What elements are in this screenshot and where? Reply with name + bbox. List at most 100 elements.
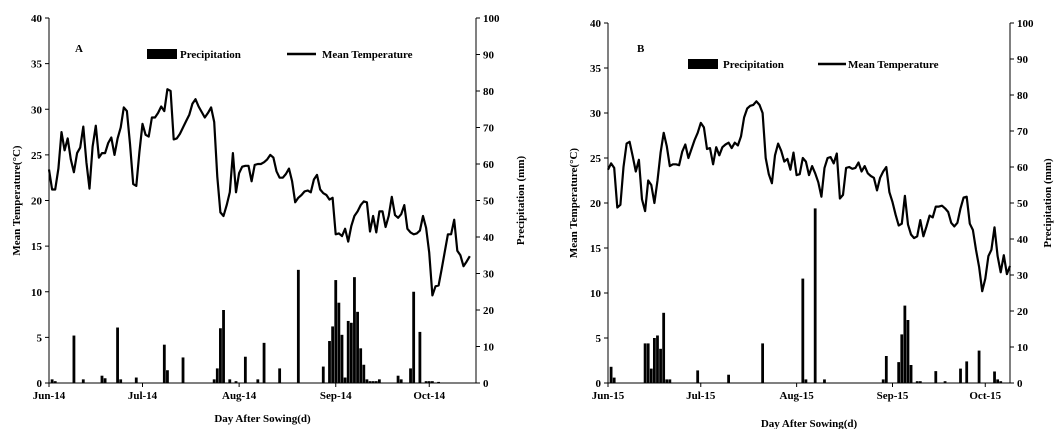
y-left-axis-title: Mean Temperature(°C) (11, 145, 23, 256)
y-right-tick-label: 90 (483, 50, 495, 62)
precipitation-bar (296, 269, 300, 383)
precipitation-bar (437, 381, 441, 383)
precipitation-bar (909, 365, 913, 383)
precipitation-bar (959, 368, 962, 383)
x-tick-label: Sep-15 (877, 390, 909, 402)
precipitation-bar (374, 381, 378, 383)
y-left-tick-label: 20 (31, 196, 43, 208)
y-right-axis-title: Precipitation (mm) (515, 156, 527, 246)
precipitation-bar (340, 334, 344, 383)
y-left-tick-label: 30 (590, 108, 602, 120)
y-right-tick-label: 0 (1017, 378, 1023, 390)
y-left-tick-label: 15 (31, 241, 43, 253)
precipitation-bar (761, 343, 765, 383)
precipitation-bar (50, 379, 54, 383)
precipitation-bar (228, 379, 232, 383)
x-tick-label: Jul-15 (686, 390, 716, 402)
panel-letter: A (75, 43, 83, 55)
precipitation-bar (643, 343, 647, 383)
precipitation-bar (343, 377, 347, 383)
precipitation-bar (409, 368, 412, 383)
x-tick-label: Oct-15 (969, 390, 1001, 402)
legend-precipitation-swatch (147, 49, 177, 59)
precipitation-bar (649, 368, 653, 383)
y-right-axis-title: Precipitation (mm) (1042, 158, 1054, 248)
y-left-tick-label: 0 (37, 378, 43, 390)
precipitation-bar (418, 331, 422, 383)
precipitation-bar (897, 362, 901, 383)
precipitation-bar (321, 366, 325, 383)
y-left-tick-label: 40 (590, 18, 602, 30)
precipitation-bar (116, 327, 119, 383)
precipitation-bar (81, 379, 85, 383)
precipitation-bar (359, 348, 363, 383)
precipitation-bar (412, 291, 416, 383)
y-right-tick-label: 0 (483, 378, 489, 390)
precipitation-bar (134, 377, 138, 383)
y-left-tick-label: 0 (596, 378, 602, 390)
precipitation-bar (162, 344, 166, 383)
y-right-tick-label: 40 (1017, 234, 1029, 246)
precipitation-bar (371, 381, 375, 383)
precipitation-bar (365, 379, 369, 383)
precipitation-bar (999, 381, 1003, 383)
precipitation-bar (72, 335, 76, 383)
x-tick-label: Sep-14 (320, 390, 352, 402)
precipitation-bar (399, 379, 403, 383)
precipitation-bar (934, 371, 938, 383)
precipitation-bar (222, 310, 225, 383)
x-tick-label: Aug-15 (780, 390, 815, 402)
y-left-tick-label: 25 (590, 153, 602, 165)
precipitation-bar (256, 379, 260, 383)
precipitation-bar (337, 302, 341, 383)
precipitation-bar (349, 322, 353, 383)
y-right-tick-label: 20 (483, 305, 495, 317)
precipitation-bar (823, 379, 826, 383)
y-left-tick-label: 10 (31, 287, 43, 299)
precipitation-bar (234, 381, 238, 383)
precipitation-bar (918, 381, 922, 383)
precipitation-bar (100, 375, 104, 383)
precipitation-bar (665, 379, 669, 383)
precipitation-bar (278, 368, 282, 383)
y-right-tick-label: 40 (483, 232, 495, 244)
legend-precipitation-label: Precipitation (723, 59, 784, 71)
precipitation-bar (915, 381, 919, 383)
precipitation-bar (612, 377, 616, 383)
precipitation-bar (881, 379, 885, 383)
y-left-tick-label: 40 (31, 13, 43, 25)
precipitation-bar (424, 381, 428, 383)
y-right-tick-label: 100 (1017, 18, 1034, 30)
precipitation-bar (646, 343, 650, 383)
precipitation-bar (119, 379, 123, 383)
y-right-tick-label: 80 (1017, 90, 1029, 102)
y-right-tick-label: 80 (483, 86, 495, 98)
precipitation-bar (53, 381, 57, 383)
precipitation-bar (668, 379, 672, 383)
precipitation-bar (993, 371, 996, 383)
precipitation-bar (215, 368, 219, 383)
precipitation-bar (353, 277, 356, 383)
y-right-tick-label: 70 (483, 123, 495, 135)
precipitation-bar (377, 379, 381, 383)
x-tick-label: Jun-15 (592, 390, 625, 402)
y-left-axis-title: Mean Temperature(°C) (568, 148, 580, 259)
y-left-tick-label: 5 (596, 333, 602, 345)
precipitation-bar (801, 278, 805, 383)
precipitation-bar (356, 311, 359, 383)
mean-temperature-line (607, 100, 1012, 293)
y-right-tick-label: 10 (1017, 342, 1029, 354)
precipitation-bar (346, 320, 350, 383)
y-right-tick-label: 90 (1017, 54, 1029, 66)
y-left-tick-label: 10 (590, 288, 602, 300)
precipitation-bar (368, 381, 372, 383)
x-tick-label: Oct-14 (413, 390, 445, 402)
y-right-tick-label: 20 (1017, 306, 1029, 318)
precipitation-bar (331, 326, 335, 383)
x-tick-label: Jul-14 (128, 390, 158, 402)
precipitation-bar (166, 370, 169, 383)
precipitation-bar (813, 208, 817, 383)
precipitation-bar (219, 328, 222, 383)
precipitation-bar (212, 379, 216, 383)
